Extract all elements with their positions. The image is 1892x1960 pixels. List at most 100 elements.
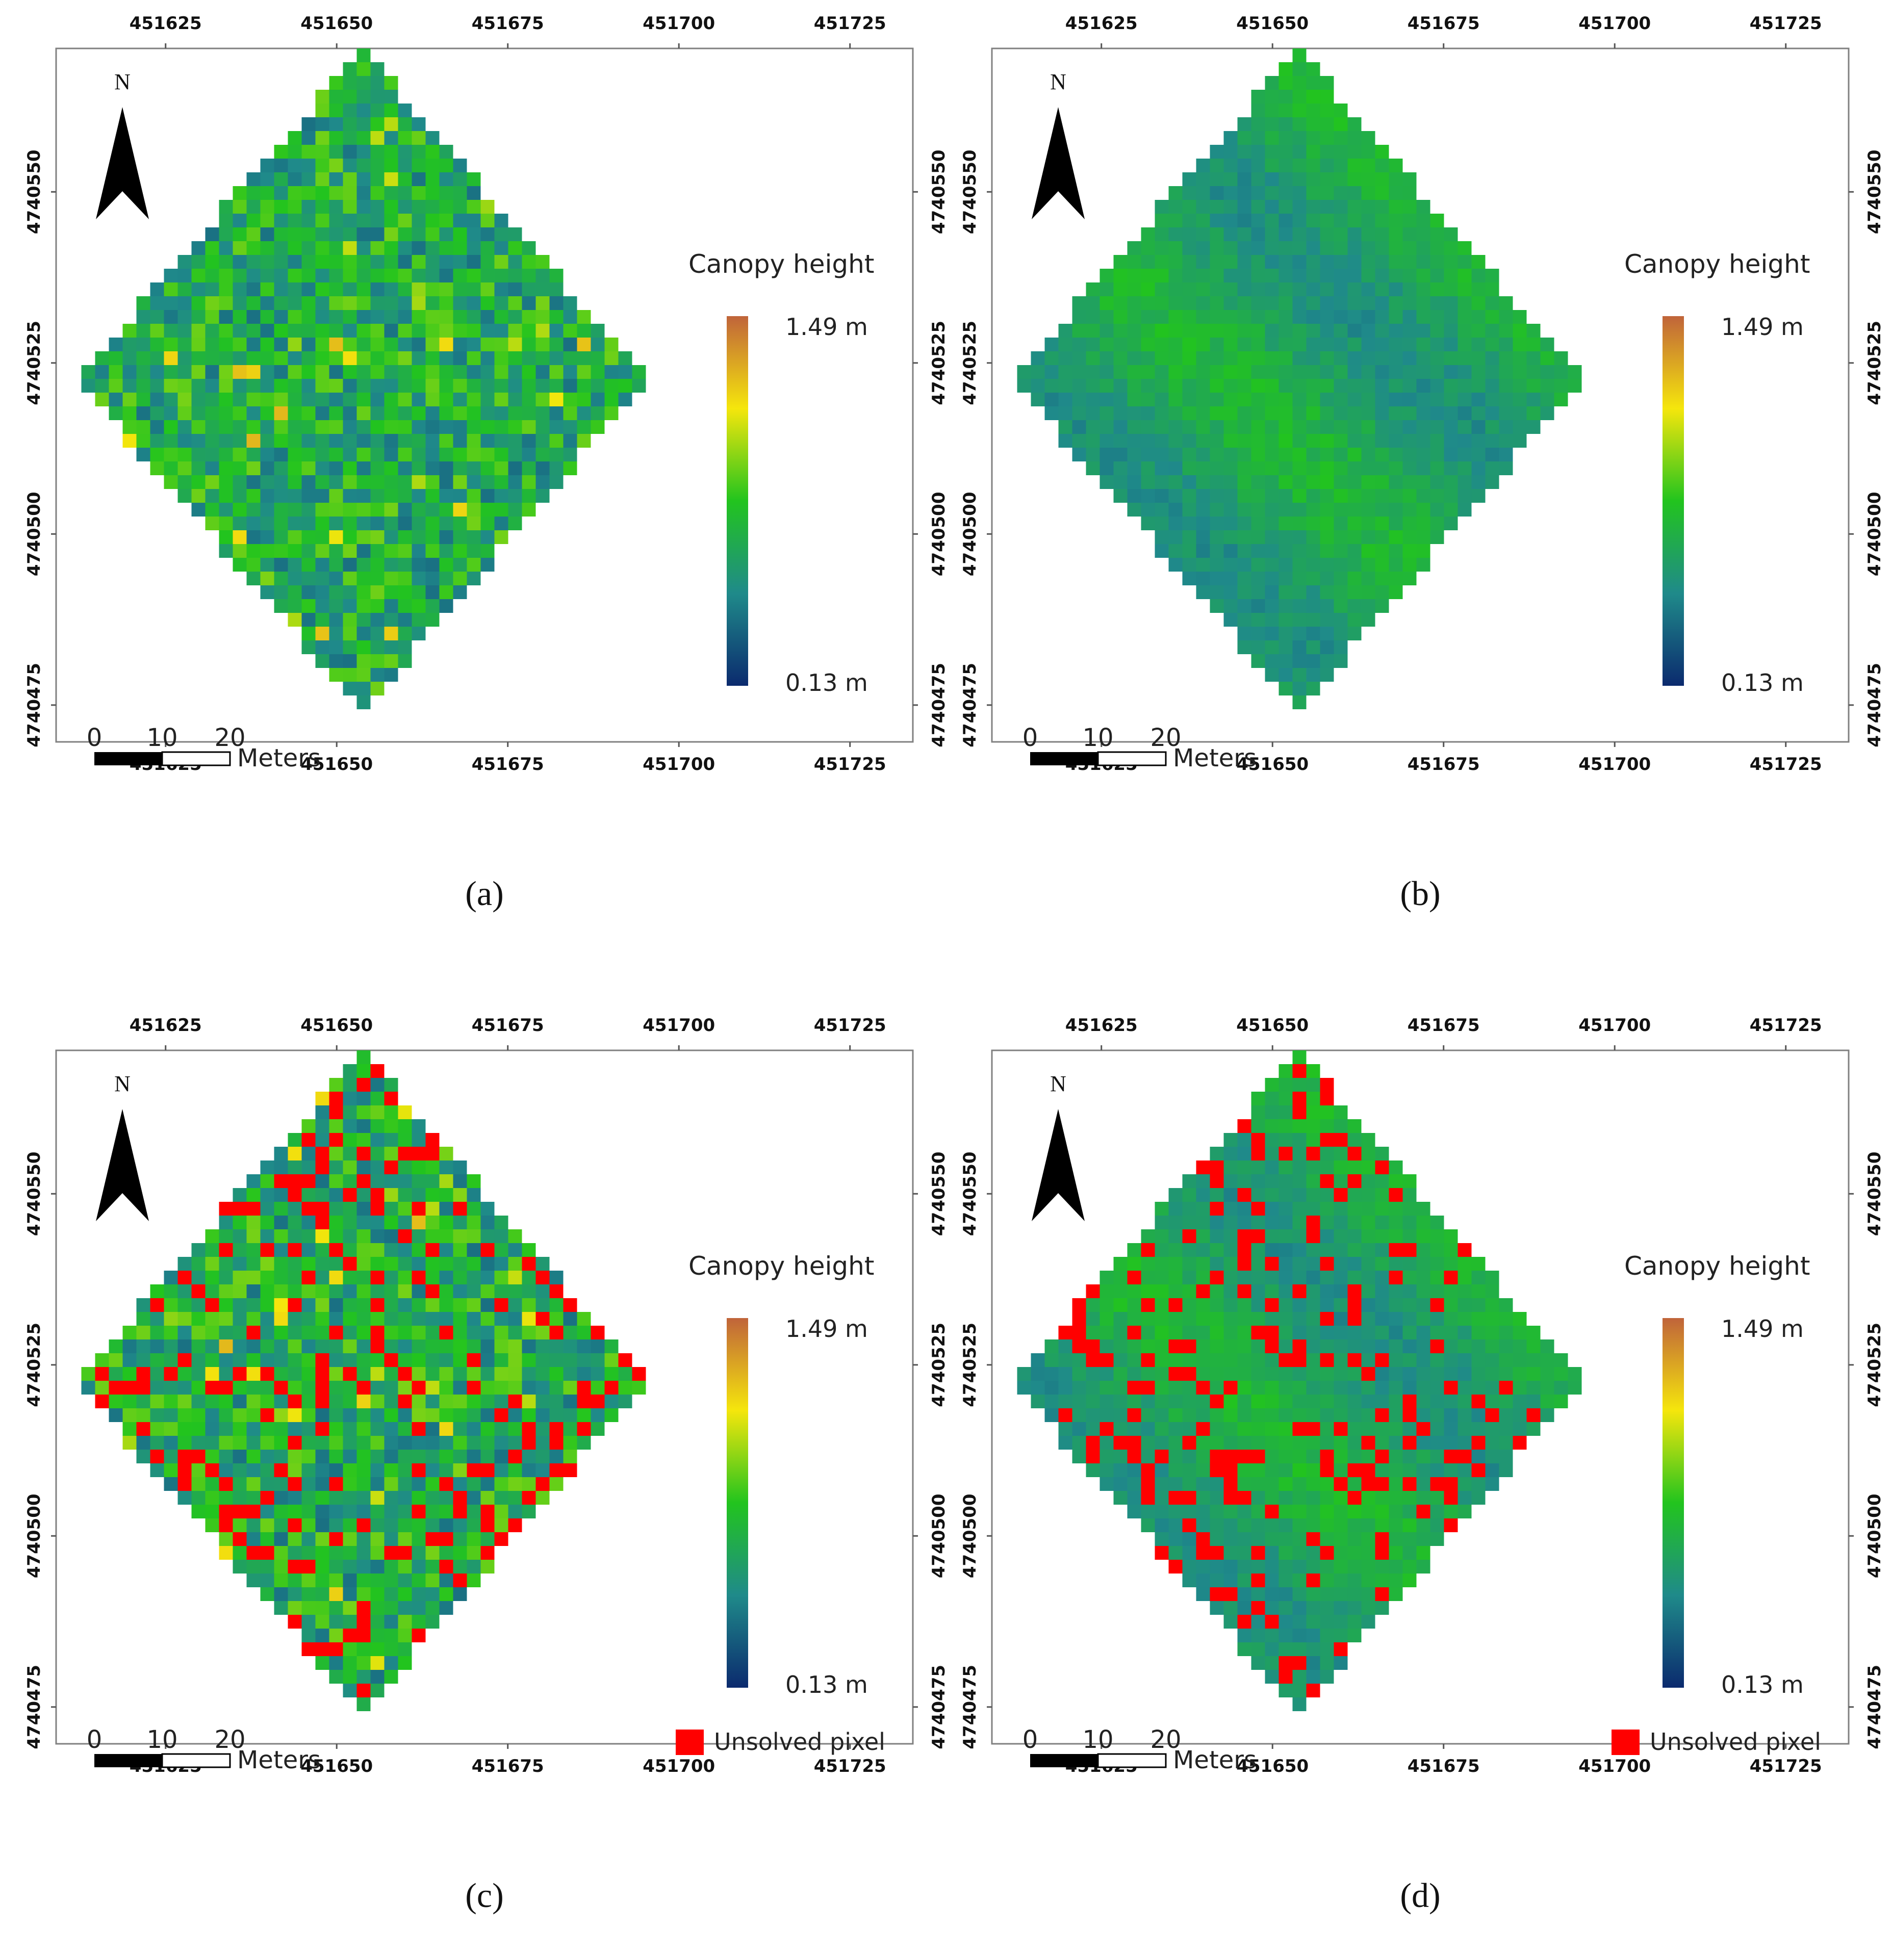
raster-cell (1444, 1491, 1458, 1505)
raster-cell (1334, 117, 1348, 131)
raster-cell (1306, 420, 1320, 434)
raster-cell (508, 1463, 522, 1477)
raster-cell (439, 1353, 453, 1367)
x-tick-top-label: 451650 (1236, 1015, 1309, 1036)
raster-cell (370, 338, 385, 351)
raster-cell (425, 1463, 440, 1477)
raster-cell (453, 365, 467, 379)
raster-cell (288, 1160, 302, 1174)
raster-cell (109, 1353, 123, 1367)
raster-cell (508, 1505, 522, 1518)
raster-cell (563, 1367, 577, 1381)
raster-cell (1375, 1216, 1389, 1229)
raster-cell (453, 1202, 467, 1216)
raster-cell (1402, 324, 1417, 338)
raster-cell (1334, 1202, 1348, 1216)
raster-cell (274, 227, 288, 241)
raster-cell (535, 338, 550, 351)
raster-cell (1471, 420, 1486, 434)
raster-cell (1127, 365, 1141, 379)
raster-cell (1361, 406, 1375, 420)
raster-cell (370, 1477, 385, 1491)
raster-cell (343, 1450, 357, 1463)
raster-cell (467, 1518, 481, 1532)
raster-cell (494, 420, 508, 434)
raster-cell (494, 324, 508, 338)
raster-cell (1320, 282, 1334, 296)
raster-cell (1086, 1395, 1100, 1408)
raster-cell (356, 1546, 371, 1560)
raster-cell (260, 1450, 274, 1463)
raster-cell (1251, 627, 1265, 640)
raster-cell (1402, 1518, 1417, 1532)
raster-cell (1279, 448, 1293, 461)
raster-cell (1196, 1174, 1210, 1188)
raster-cell (1375, 214, 1389, 227)
raster-cell (233, 558, 247, 572)
raster-cell (384, 186, 398, 200)
raster-cell (1347, 1587, 1362, 1601)
raster-cell (1306, 310, 1320, 324)
raster-cell (453, 1587, 467, 1601)
raster-cell (1182, 1546, 1196, 1560)
raster-cell (412, 351, 426, 365)
raster-cell (1196, 434, 1210, 448)
raster-cell (1347, 1243, 1362, 1257)
raster-cell (1279, 104, 1293, 117)
raster-cell (1182, 241, 1196, 255)
raster-cell (1306, 461, 1320, 475)
raster-cell (1416, 475, 1430, 489)
y-tick-right-label: 4740525 (929, 321, 949, 405)
raster-cell (1306, 1601, 1320, 1615)
raster-cell (1292, 1629, 1307, 1642)
raster-cell (274, 338, 288, 351)
raster-cell (1223, 1202, 1238, 1216)
raster-cell (329, 1367, 343, 1381)
raster-cell (384, 530, 398, 544)
raster-cell (1292, 227, 1307, 241)
raster-cell (1499, 434, 1513, 448)
raster-cell (1127, 475, 1141, 489)
raster-cell (1402, 282, 1417, 296)
raster-cell (439, 475, 453, 489)
raster-cell (1347, 200, 1362, 214)
raster-cell (1237, 572, 1251, 585)
raster-cell (398, 1216, 412, 1229)
raster-cell (1196, 1422, 1210, 1436)
raster-cell (356, 282, 371, 296)
raster-cell (315, 1574, 329, 1587)
raster-cell (288, 1381, 302, 1395)
raster-cell (1458, 1312, 1472, 1326)
raster-cell (1127, 1422, 1141, 1436)
raster-cell (1113, 406, 1128, 420)
raster-cell (425, 186, 440, 200)
raster-cell (1402, 351, 1417, 365)
raster-cell (1279, 1271, 1293, 1284)
raster-cell (1265, 186, 1279, 200)
raster-cell (1334, 200, 1348, 214)
raster-cell (370, 544, 385, 558)
raster-cell (1444, 324, 1458, 338)
raster-cell (453, 1160, 467, 1174)
raster-cell (412, 1257, 426, 1271)
raster-cell (1251, 393, 1265, 406)
raster-cell (1279, 1092, 1293, 1105)
raster-cell (1306, 1298, 1320, 1312)
raster-cell (384, 296, 398, 310)
raster-cell (1458, 475, 1472, 489)
raster-cell (1223, 1284, 1238, 1298)
raster-cell (356, 1422, 371, 1436)
raster-cell (508, 406, 522, 420)
raster-cell (356, 1367, 371, 1381)
raster-cell (1444, 1463, 1458, 1477)
raster-cell (480, 241, 495, 255)
raster-cell (1402, 1229, 1417, 1243)
raster-cell (370, 1147, 385, 1160)
raster-cell (522, 365, 536, 379)
raster-cell (343, 654, 357, 668)
raster-cell (315, 282, 329, 296)
raster-cell (1196, 1257, 1210, 1271)
raster-cell (164, 1450, 178, 1463)
raster-cell (439, 1450, 453, 1463)
raster-cell (1237, 475, 1251, 489)
